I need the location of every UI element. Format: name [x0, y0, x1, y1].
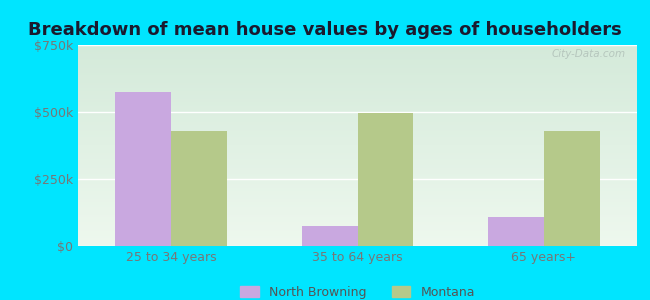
Bar [544, 131, 600, 246]
Bar [302, 226, 358, 246]
Bar [115, 92, 171, 246]
Text: City-Data.com: City-Data.com [552, 49, 626, 59]
Text: Breakdown of mean house values by ages of householders: Breakdown of mean house values by ages o… [28, 21, 622, 39]
Bar [488, 217, 544, 246]
Bar [358, 113, 413, 246]
Legend: North Browning, Montana: North Browning, Montana [235, 281, 480, 300]
Bar [171, 131, 227, 246]
